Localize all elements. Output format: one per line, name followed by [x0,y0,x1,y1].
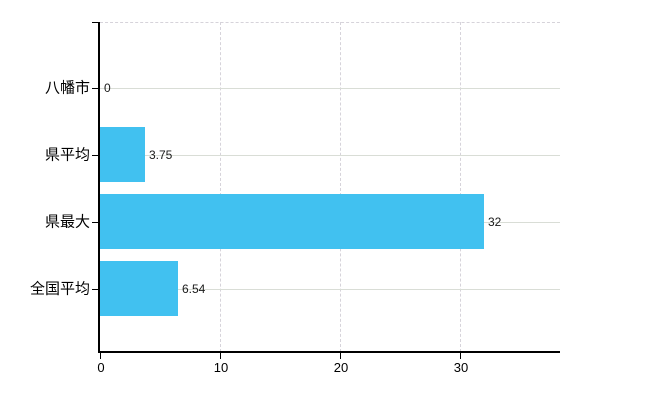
plot-area: 0 3.75 32 6.54 [100,22,560,352]
vertical-gridline [460,22,461,352]
category-label: 県平均 [44,146,90,163]
category-label: 県最大 [44,213,90,230]
x-tick-label: 0 [97,360,105,375]
y-axis-tick [92,155,99,156]
y-axis-top-tick [92,22,99,23]
bar [100,261,178,316]
x-axis-line [98,351,560,353]
bar-value-label: 6.54 [182,281,206,296]
vertical-gridline [340,22,341,352]
y-axis-category-labels: 八幡市県平均県最大全国平均 [0,22,90,352]
category-label: 八幡市 [44,79,90,97]
x-axis-tick [100,353,101,359]
top-gridline [100,22,560,23]
x-tick-label: 20 [333,360,349,375]
x-axis-tick [220,353,221,359]
x-tick-label: 10 [213,360,229,375]
bar [100,194,484,249]
horizontal-gridline [100,155,560,156]
x-tick-label: 30 [453,360,469,375]
horizontal-gridline [100,289,560,290]
category-label: 全国平均 [29,280,90,297]
bar-value-label: 32 [488,214,502,229]
y-axis-tick [92,222,99,223]
y-axis-line [98,22,100,353]
bar-value-label: 0 [104,81,111,95]
x-axis-tick [340,353,341,359]
y-axis-tick [92,88,99,89]
x-axis-tick [460,353,461,359]
horizontal-gridline [100,88,560,89]
y-axis-tick [92,289,99,290]
bar [100,127,145,182]
bar-value-label: 3.75 [149,147,173,162]
vertical-gridline [220,22,221,352]
